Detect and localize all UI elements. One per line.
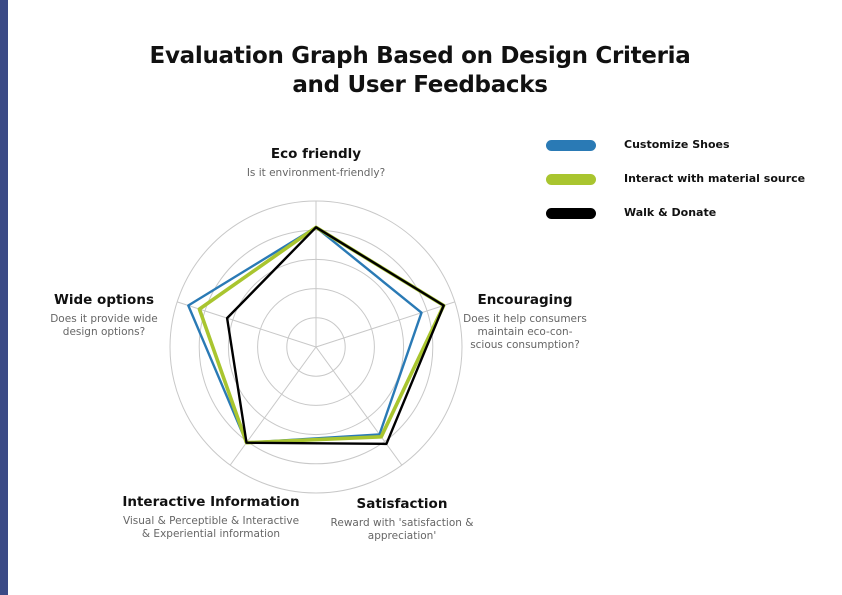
spoke-interactive — [229, 346, 317, 466]
spoke-satisfaction — [315, 346, 403, 466]
axis-desc-eco-friendly: Is it environment-friendly? — [246, 167, 386, 179]
legend-label-customize-shoes: Customize Shoes — [624, 138, 730, 151]
axis-label-interactive-information: Interactive Information Visual & Percept… — [118, 494, 304, 541]
chart-title-line-1: Evaluation Graph Based on Design Criteri… — [149, 43, 691, 69]
axis-desc-interactive-information: Visual & Perceptible & Interactive & Exp… — [122, 515, 300, 540]
axis-label-encouraging: Encouraging Does it help consumers maint… — [462, 292, 588, 352]
axis-title-eco-friendly: Eco friendly — [270, 146, 362, 162]
legend-label-interact-material-source: Interact with material source — [624, 172, 806, 185]
axis-title-wide-options: Wide options — [54, 292, 154, 308]
axis-label-satisfaction: Satisfaction Reward with 'satisfaction &… — [328, 496, 476, 543]
legend-swatch-customize-shoes — [546, 140, 596, 151]
legend-label-walk-donate: Walk & Donate — [624, 206, 717, 219]
axis-label-eco-friendly: Eco friendly Is it environment-friendly? — [216, 146, 416, 180]
spoke-encouraging — [315, 301, 456, 348]
axis-label-wide-options: Wide options Does it provide wide design… — [44, 292, 164, 339]
axis-desc-wide-options: Does it provide wide design options? — [50, 313, 158, 338]
series-walk-donate-polygon — [225, 226, 445, 446]
legend-swatch-interact-material-source — [546, 174, 596, 185]
chart-title: Evaluation Graph Based on Design Criteri… — [120, 42, 720, 100]
axis-desc-satisfaction: Reward with 'satisfaction & appreciation… — [330, 517, 474, 542]
axis-title-interactive-information: Interactive Information — [122, 494, 300, 510]
axis-title-encouraging: Encouraging — [477, 292, 573, 308]
chart-title-line-2: and User Feedbacks — [292, 72, 548, 98]
axis-title-satisfaction: Satisfaction — [356, 496, 448, 512]
left-edge-bar — [0, 0, 8, 595]
axis-desc-encouraging: Does it help consumers maintain eco-con-… — [463, 313, 587, 351]
legend-swatch-walk-donate — [546, 208, 596, 219]
